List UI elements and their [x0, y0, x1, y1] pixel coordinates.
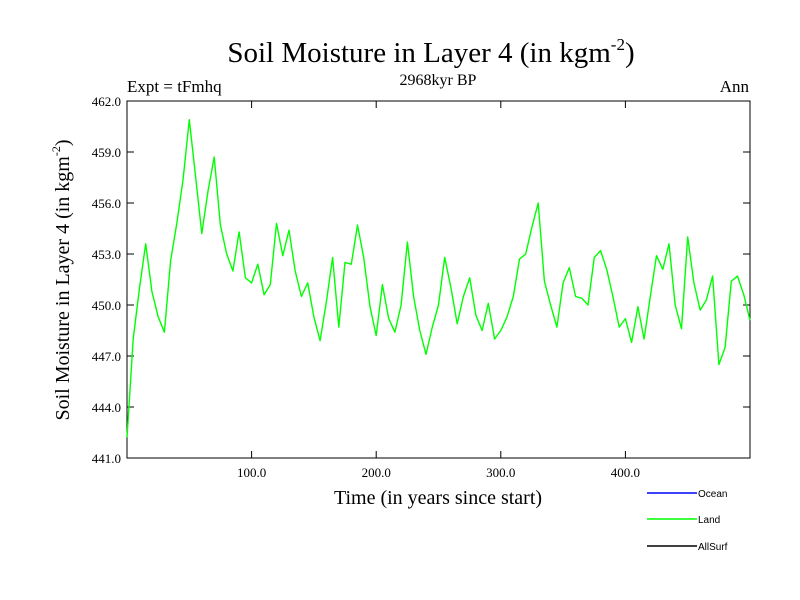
season-label: Ann — [720, 77, 750, 96]
y-tick-label: 453.0 — [92, 247, 121, 262]
y-tick-label: 441.0 — [92, 451, 121, 466]
plot-frame — [126, 100, 751, 459]
y-axis-label: Soil Moisture in Layer 4 (in kgm-2) — [49, 139, 74, 420]
chart-title: Soil Moisture in Layer 4 (in kgm-2) — [227, 35, 634, 69]
x-tick-label: 200.0 — [362, 465, 391, 480]
legend-label-allsurf: AllSurf — [698, 542, 728, 553]
y-tick-label: 456.0 — [92, 196, 121, 211]
x-tick-label: 300.0 — [486, 465, 515, 480]
legend-label-land: Land — [698, 515, 720, 526]
y-axis: 441.0 444.0 447.0 450.0 453.0 456.0 459.0 462.0 — [92, 94, 750, 466]
legend-label-ocean: Ocean — [698, 489, 727, 500]
y-tick-label: 447.0 — [92, 349, 121, 364]
y-tick-label: 450.0 — [92, 298, 121, 313]
y-tick-label: 459.0 — [92, 145, 121, 160]
y-tick-label: 462.0 — [92, 94, 121, 109]
y-tick-label: 444.0 — [92, 400, 121, 415]
experiment-label: Expt = tFmhq — [127, 77, 222, 96]
chart-subtitle: 2968kyr BP — [400, 72, 477, 89]
x-axis-label: Time (in years since start) — [334, 487, 542, 509]
x-axis: 100.0 200.0 300.0 400.0 — [237, 101, 640, 480]
x-tick-label: 400.0 — [611, 465, 640, 480]
series-line-land — [126, 118, 751, 438]
x-tick-label: 100.0 — [237, 465, 266, 480]
legend: Ocean Land AllSurf — [647, 489, 728, 553]
